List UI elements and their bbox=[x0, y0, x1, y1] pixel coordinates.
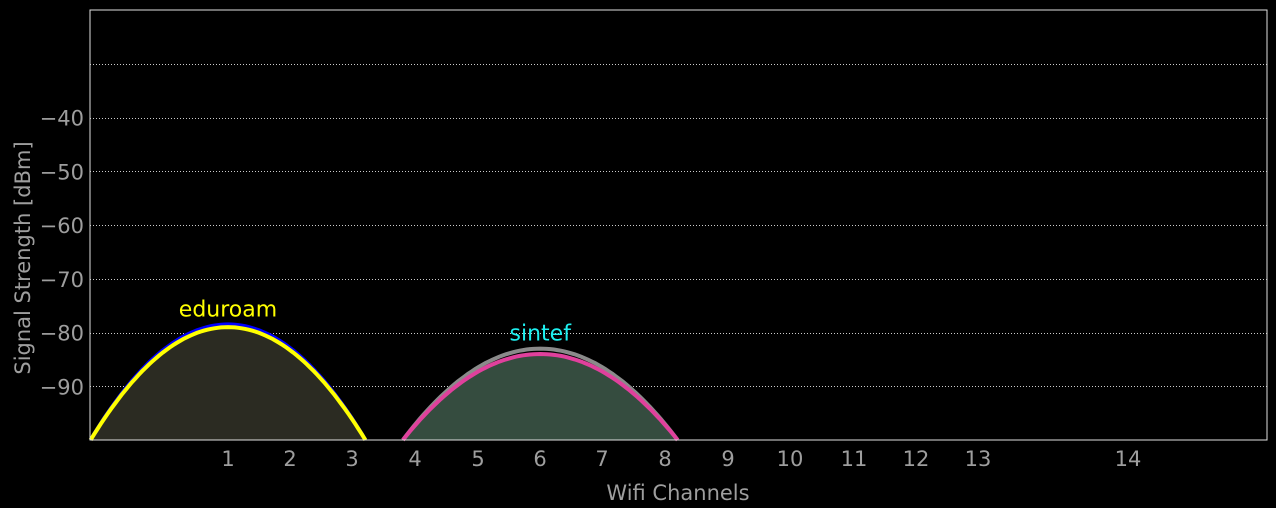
x-tick-label: 3 bbox=[345, 447, 358, 471]
y-axis-title: Signal Strength [dBm] bbox=[11, 141, 35, 374]
x-tick-label: 4 bbox=[408, 447, 421, 471]
x-tick-label: 12 bbox=[903, 447, 930, 471]
x-tick-label: 9 bbox=[721, 447, 734, 471]
plot-frame bbox=[89, 9, 1268, 441]
x-tick-labels: 1 2 3 4 5 6 7 8 9 10 11 12 13 14 bbox=[221, 447, 1141, 471]
series-label-eduroam: eduroam bbox=[179, 297, 277, 322]
y-tick-label: −90 bbox=[40, 375, 84, 399]
x-tick-label: 7 bbox=[595, 447, 608, 471]
x-tick-label: 8 bbox=[658, 447, 671, 471]
series-outline-sintef bbox=[401, 346, 680, 442]
x-tick-label: 2 bbox=[283, 447, 296, 471]
y-tick-label: −40 bbox=[40, 107, 84, 131]
x-tick-label: 10 bbox=[777, 447, 804, 471]
series-line-eduroam bbox=[88, 325, 368, 442]
y-tick-label: −50 bbox=[40, 160, 84, 184]
x-tick-label: 14 bbox=[1115, 447, 1142, 471]
x-tick-label: 5 bbox=[471, 447, 484, 471]
x-axis-title: Wifi Channels bbox=[606, 481, 749, 505]
y-tick-label: −60 bbox=[40, 214, 84, 238]
grid-layer bbox=[90, 64, 1267, 387]
series-area-sintef bbox=[402, 354, 678, 440]
series-label-sintef: sintef bbox=[510, 322, 573, 347]
series-line-sintef bbox=[401, 351, 680, 442]
y-tick-label: −80 bbox=[40, 322, 84, 346]
x-tick-label: 6 bbox=[533, 447, 546, 471]
y-tick-label: −70 bbox=[40, 268, 84, 292]
series-labels: eduroam sintef bbox=[179, 297, 572, 346]
x-tick-label: 13 bbox=[965, 447, 992, 471]
y-tick-labels: −90 −80 −70 −60 −50 −40 bbox=[40, 107, 84, 400]
x-tick-label: 11 bbox=[841, 447, 868, 471]
series-layer bbox=[88, 322, 680, 442]
x-tick-label: 1 bbox=[221, 447, 234, 471]
